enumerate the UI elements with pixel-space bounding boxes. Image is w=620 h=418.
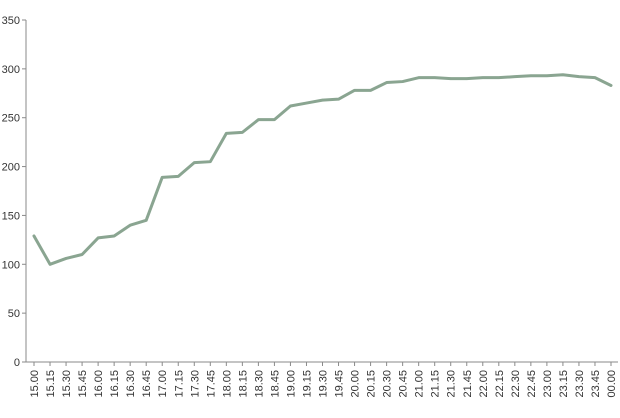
data-point	[577, 75, 581, 78]
data-point	[401, 80, 404, 83]
data-point	[209, 160, 212, 163]
x-tick-label: 17.45	[205, 370, 217, 398]
x-tick-label: 19.45	[334, 370, 346, 398]
x-tick-label: 18.15	[237, 370, 249, 398]
y-axis: 0 50 100 150 200 250 300 350	[2, 15, 27, 369]
x-tick-label: 21.30	[446, 370, 458, 398]
y-tick-label: 150	[2, 210, 20, 222]
data-point	[161, 176, 164, 179]
data-point	[144, 219, 148, 222]
data-point	[529, 74, 533, 77]
x-tick-label: 20.45	[398, 370, 410, 398]
x-tick-label: 18.45	[269, 370, 281, 398]
series-layer	[32, 73, 613, 266]
x-tick-label: 22.45	[526, 370, 538, 398]
data-point	[449, 77, 452, 80]
data-point	[385, 81, 388, 84]
data-point	[225, 132, 228, 135]
x-tick-label: 15.15	[45, 370, 57, 398]
data-point	[321, 98, 324, 102]
data-point	[64, 257, 68, 260]
data-point	[289, 104, 292, 108]
data-point	[193, 161, 196, 164]
data-point	[128, 224, 132, 227]
y-tick-label: 300	[2, 64, 20, 76]
data-point	[48, 263, 52, 266]
x-tick-label: 20.15	[366, 370, 378, 398]
data-point	[433, 76, 436, 79]
data-point	[593, 76, 597, 79]
x-tick-label: 16.45	[141, 370, 153, 398]
x-tick-label: 23.00	[542, 370, 554, 398]
x-tick-label: 23.45	[590, 370, 602, 398]
x-tick-label: 00.00	[606, 370, 618, 398]
x-tick-label: 21.45	[462, 370, 474, 398]
x-tick-label: 15.30	[61, 370, 73, 398]
series-line	[32, 73, 613, 266]
data-point	[177, 175, 180, 178]
x-tick-label: 18.00	[221, 370, 233, 398]
data-point	[80, 253, 84, 256]
x-tick-label: 22.15	[494, 370, 506, 398]
x-tick-label: 20.00	[350, 370, 362, 398]
data-point	[481, 76, 484, 79]
x-tick-label: 16.00	[93, 370, 105, 398]
x-tick-label: 15.00	[29, 370, 41, 398]
x-tick-label: 19.00	[285, 370, 297, 398]
data-point	[545, 74, 549, 77]
data-point	[497, 76, 501, 79]
x-tick-label: 17.00	[157, 370, 169, 398]
data-point	[465, 77, 468, 80]
data-point	[112, 234, 116, 238]
x-tick-label: 22.30	[510, 370, 522, 398]
data-point	[32, 234, 36, 238]
y-tick-label: 250	[2, 113, 20, 125]
data-point	[513, 75, 517, 78]
x-tick-label: 19.15	[301, 370, 313, 398]
y-tick-label: 100	[2, 259, 20, 271]
x-axis: 15.00 15.15 15.30 15.45 16.00 16.15 16.30 16.45…	[26, 361, 618, 398]
y-tick-label: 350	[2, 15, 20, 27]
x-tick-label: 18.30	[253, 370, 265, 398]
x-tick-label: 19.30	[318, 370, 330, 398]
data-point	[96, 236, 100, 240]
data-point	[241, 131, 244, 134]
x-tick-label: 21.00	[414, 370, 426, 398]
y-tick-label: 0	[14, 357, 20, 369]
y-tick-label: 200	[2, 162, 20, 174]
x-tick-label: 16.15	[109, 370, 121, 398]
data-point	[417, 76, 420, 79]
x-tick-label: 15.45	[77, 370, 89, 398]
data-point	[561, 73, 565, 76]
data-point	[369, 89, 372, 92]
data-point	[609, 84, 613, 87]
data-point	[353, 89, 356, 92]
data-point	[337, 97, 340, 101]
x-tick-label: 16.30	[125, 370, 137, 398]
data-point	[273, 118, 276, 121]
y-tick-label: 50	[8, 308, 20, 320]
data-point	[257, 118, 260, 121]
x-tick-label: 21.15	[430, 370, 442, 398]
data-point	[305, 101, 308, 105]
x-tick-label: 17.15	[173, 370, 185, 398]
x-tick-label: 23.30	[574, 370, 586, 398]
x-tick-label: 23.15	[558, 370, 570, 398]
x-tick-label: 22.00	[478, 370, 490, 398]
x-tick-label: 20.30	[382, 370, 394, 398]
x-tick-label: 17.30	[189, 370, 201, 398]
